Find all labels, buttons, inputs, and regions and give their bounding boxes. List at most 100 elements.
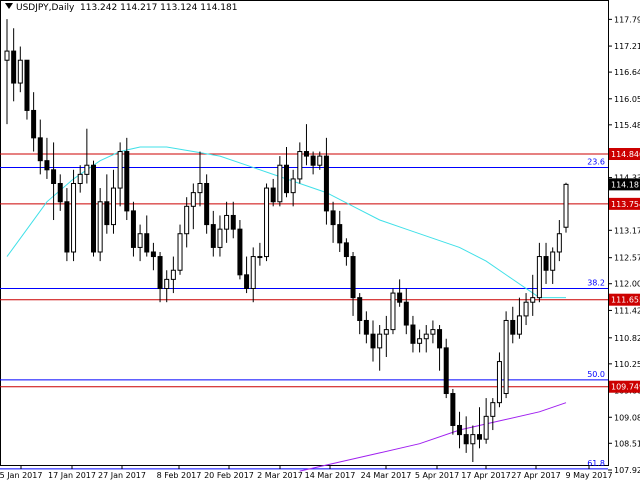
x-tick-label: 27 Jan 2017 xyxy=(98,471,146,480)
candle-body xyxy=(536,256,542,299)
candle-body xyxy=(124,151,130,212)
candle-body xyxy=(430,329,436,335)
candle-body xyxy=(217,228,223,248)
x-tick-label: 8 Feb 2017 xyxy=(157,471,202,480)
candle-body xyxy=(37,137,43,162)
candle-body xyxy=(244,274,250,290)
y-tick-label: 108.510 xyxy=(614,439,640,448)
y-tick-label: 117.795 xyxy=(614,15,640,24)
candle-body xyxy=(284,164,289,194)
candle-body xyxy=(104,201,110,226)
candle-body xyxy=(403,301,409,326)
candle-body xyxy=(370,333,376,349)
candle-body xyxy=(337,224,343,244)
candle-body xyxy=(357,297,363,321)
candle-body xyxy=(97,201,103,253)
candle-body xyxy=(190,192,196,207)
level-price-tag: 113.754 xyxy=(611,200,640,209)
candle-body xyxy=(84,164,90,175)
fib-label: 50.0 xyxy=(587,370,605,379)
y-tick-label: 116.055 xyxy=(614,95,640,104)
y-tick-label: 117.210 xyxy=(614,42,640,51)
candle-body xyxy=(277,164,283,203)
candle-body xyxy=(483,415,489,440)
candle-body xyxy=(470,434,476,445)
candle-body xyxy=(350,256,356,299)
candle-body xyxy=(523,301,529,317)
chart-title: USDJPY,Daily 113.242 114.217 113.124 114… xyxy=(5,3,237,13)
chart-timeframe: Daily xyxy=(51,3,75,13)
level-price-tag-bg xyxy=(609,197,640,210)
fib-label: 38.2 xyxy=(587,279,605,288)
x-tick-label: 27 Apr 2017 xyxy=(511,471,560,480)
y-tick-label: 109.080 xyxy=(614,413,640,422)
x-tick-label: 5 Apr 2017 xyxy=(415,471,459,480)
candle-body xyxy=(390,292,396,331)
candle-body xyxy=(210,224,216,248)
candle-body xyxy=(71,182,77,253)
candle-body xyxy=(77,173,83,184)
candle-body xyxy=(250,256,256,290)
candle-body xyxy=(510,319,516,335)
candle-body xyxy=(110,187,116,226)
candle-body xyxy=(377,333,383,349)
candle-body xyxy=(237,228,243,276)
fib-label: 23.6 xyxy=(587,158,605,167)
candle-body xyxy=(230,214,236,230)
candle-body xyxy=(543,256,549,271)
candle-body xyxy=(330,210,336,226)
candle-body xyxy=(503,319,509,395)
candle-body xyxy=(397,292,403,303)
candle-body xyxy=(31,109,37,139)
candle-body xyxy=(516,315,522,335)
candle-body xyxy=(11,50,17,84)
candle-body xyxy=(264,187,270,258)
candle-body xyxy=(184,205,190,235)
candle-body xyxy=(44,160,50,171)
candle-body xyxy=(563,183,569,228)
candle-body xyxy=(17,59,23,84)
candle-body xyxy=(4,50,10,61)
plot-frame xyxy=(0,0,609,466)
candle-body xyxy=(450,393,456,426)
level-price-tag-bg xyxy=(609,148,640,161)
current-price-tag-bg xyxy=(609,178,640,191)
x-tick-label: 17 Jan 2017 xyxy=(48,471,96,480)
y-tick-label: 110.250 xyxy=(614,360,640,369)
candle-body xyxy=(556,233,562,253)
y-tick-label: 112.005 xyxy=(614,280,640,289)
candle-body xyxy=(437,329,443,349)
candle-body xyxy=(343,242,349,258)
candle-body xyxy=(164,278,170,290)
candle-body xyxy=(170,269,176,280)
y-tick-label: 113.175 xyxy=(614,226,640,235)
candle-body xyxy=(490,402,496,417)
candle-body xyxy=(383,329,389,335)
candle-body xyxy=(157,256,163,290)
level-price-tag: 111.655 xyxy=(611,296,640,305)
candle-body xyxy=(310,155,316,166)
candle-body xyxy=(550,251,556,271)
chart-ohlc: 113.242 114.217 113.124 114.181 xyxy=(80,3,238,13)
x-tick-label: 14 Mar 2017 xyxy=(305,471,356,480)
x-tick-label: 20 Feb 2017 xyxy=(204,471,254,480)
candle-body xyxy=(144,233,150,253)
candle-body xyxy=(297,151,303,180)
candle-body xyxy=(410,324,416,344)
x-tick-label: 9 May 2017 xyxy=(565,471,612,480)
candle-body xyxy=(457,424,463,436)
candle-body xyxy=(51,169,57,184)
candle-body xyxy=(257,256,263,259)
y-tick-label: 107.925 xyxy=(614,466,640,475)
y-tick-label: 111.420 xyxy=(614,306,640,315)
candle-body xyxy=(64,201,70,253)
candle-body xyxy=(303,151,309,157)
fib-label: 61.8 xyxy=(587,459,605,468)
y-tick-label: 112.575 xyxy=(614,254,640,263)
level-price-tag-bg xyxy=(609,380,640,393)
candle-body xyxy=(197,182,203,194)
candle-body xyxy=(24,59,30,111)
y-tick-label: 114.330 xyxy=(614,174,640,183)
